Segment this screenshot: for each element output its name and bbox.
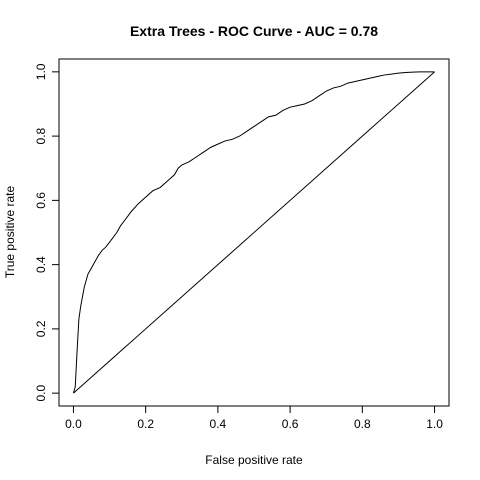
x-tick-label: 0.4: [210, 417, 227, 431]
y-axis-label: True positive rate: [3, 186, 17, 279]
y-axis: 0.0 0.2 0.4 0.6 0.8 1.0: [34, 63, 60, 401]
x-tick-label: 0.2: [137, 417, 154, 431]
diagonal-reference-line: [73, 71, 435, 394]
chart-title: Extra Trees - ROC Curve - AUC = 0.78: [130, 23, 378, 39]
roc-curve-line: [72, 71, 435, 394]
y-tick-label: 0.2: [34, 320, 48, 337]
x-tick-label: 0.0: [65, 417, 82, 431]
x-tick-label: 1.0: [426, 417, 443, 431]
y-tick-label: 0.4: [34, 256, 48, 273]
x-tick-label: 0.6: [282, 417, 299, 431]
y-tick-label: 0.0: [34, 384, 48, 401]
x-axis-label: False positive rate: [205, 453, 303, 467]
y-tick-label: 0.8: [34, 127, 48, 144]
x-tick-label: 0.8: [354, 417, 371, 431]
series-layer: [72, 71, 435, 394]
y-tick-label: 1.0: [34, 63, 48, 80]
x-axis: 0.0 0.2 0.4 0.6 0.8 1.0: [65, 405, 443, 431]
y-tick-label: 0.6: [34, 192, 48, 209]
